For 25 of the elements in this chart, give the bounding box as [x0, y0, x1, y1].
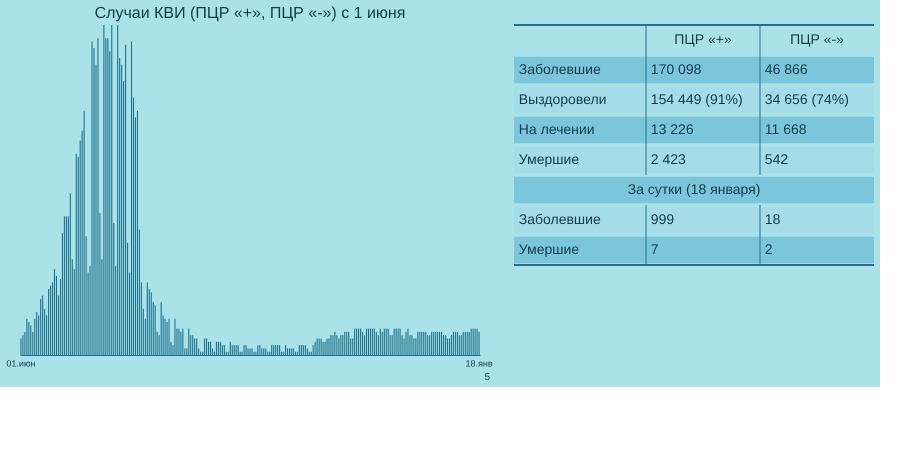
x-tick-label: 01.июн: [6, 358, 36, 368]
text: 34 656 (74%): [764, 91, 849, 107]
text: За сутки (18 января): [628, 181, 760, 197]
category-label: ПЦР «+»: [674, 31, 732, 47]
text: 11 668: [764, 121, 807, 137]
text: 542: [764, 151, 788, 167]
category-label: Заболевшие: [518, 211, 601, 227]
category-label: Выздоровели: [518, 91, 606, 107]
text: 7: [650, 241, 659, 257]
text: 2 423: [650, 151, 686, 167]
x-tick-label: 18.янв: [465, 358, 493, 368]
text: 170 098: [650, 61, 702, 77]
category-label: ПЦР «-»: [790, 31, 844, 47]
category-label: Заболевшие: [518, 61, 601, 77]
text: 18: [764, 211, 780, 227]
text: 46 866: [764, 61, 808, 77]
text: 13 226: [650, 121, 694, 137]
category-label: Умершие: [518, 151, 580, 167]
chart-title: Случаи КВИ (ПЦР «+», ПЦР «-») с 1 июня: [94, 5, 406, 22]
text: 154 449 (91%): [650, 91, 743, 107]
text: 999: [650, 211, 674, 227]
text: 5: [484, 372, 490, 383]
category-label: Умершие: [518, 241, 580, 257]
category-label: На лечении: [518, 121, 595, 137]
text: 2: [764, 241, 773, 257]
